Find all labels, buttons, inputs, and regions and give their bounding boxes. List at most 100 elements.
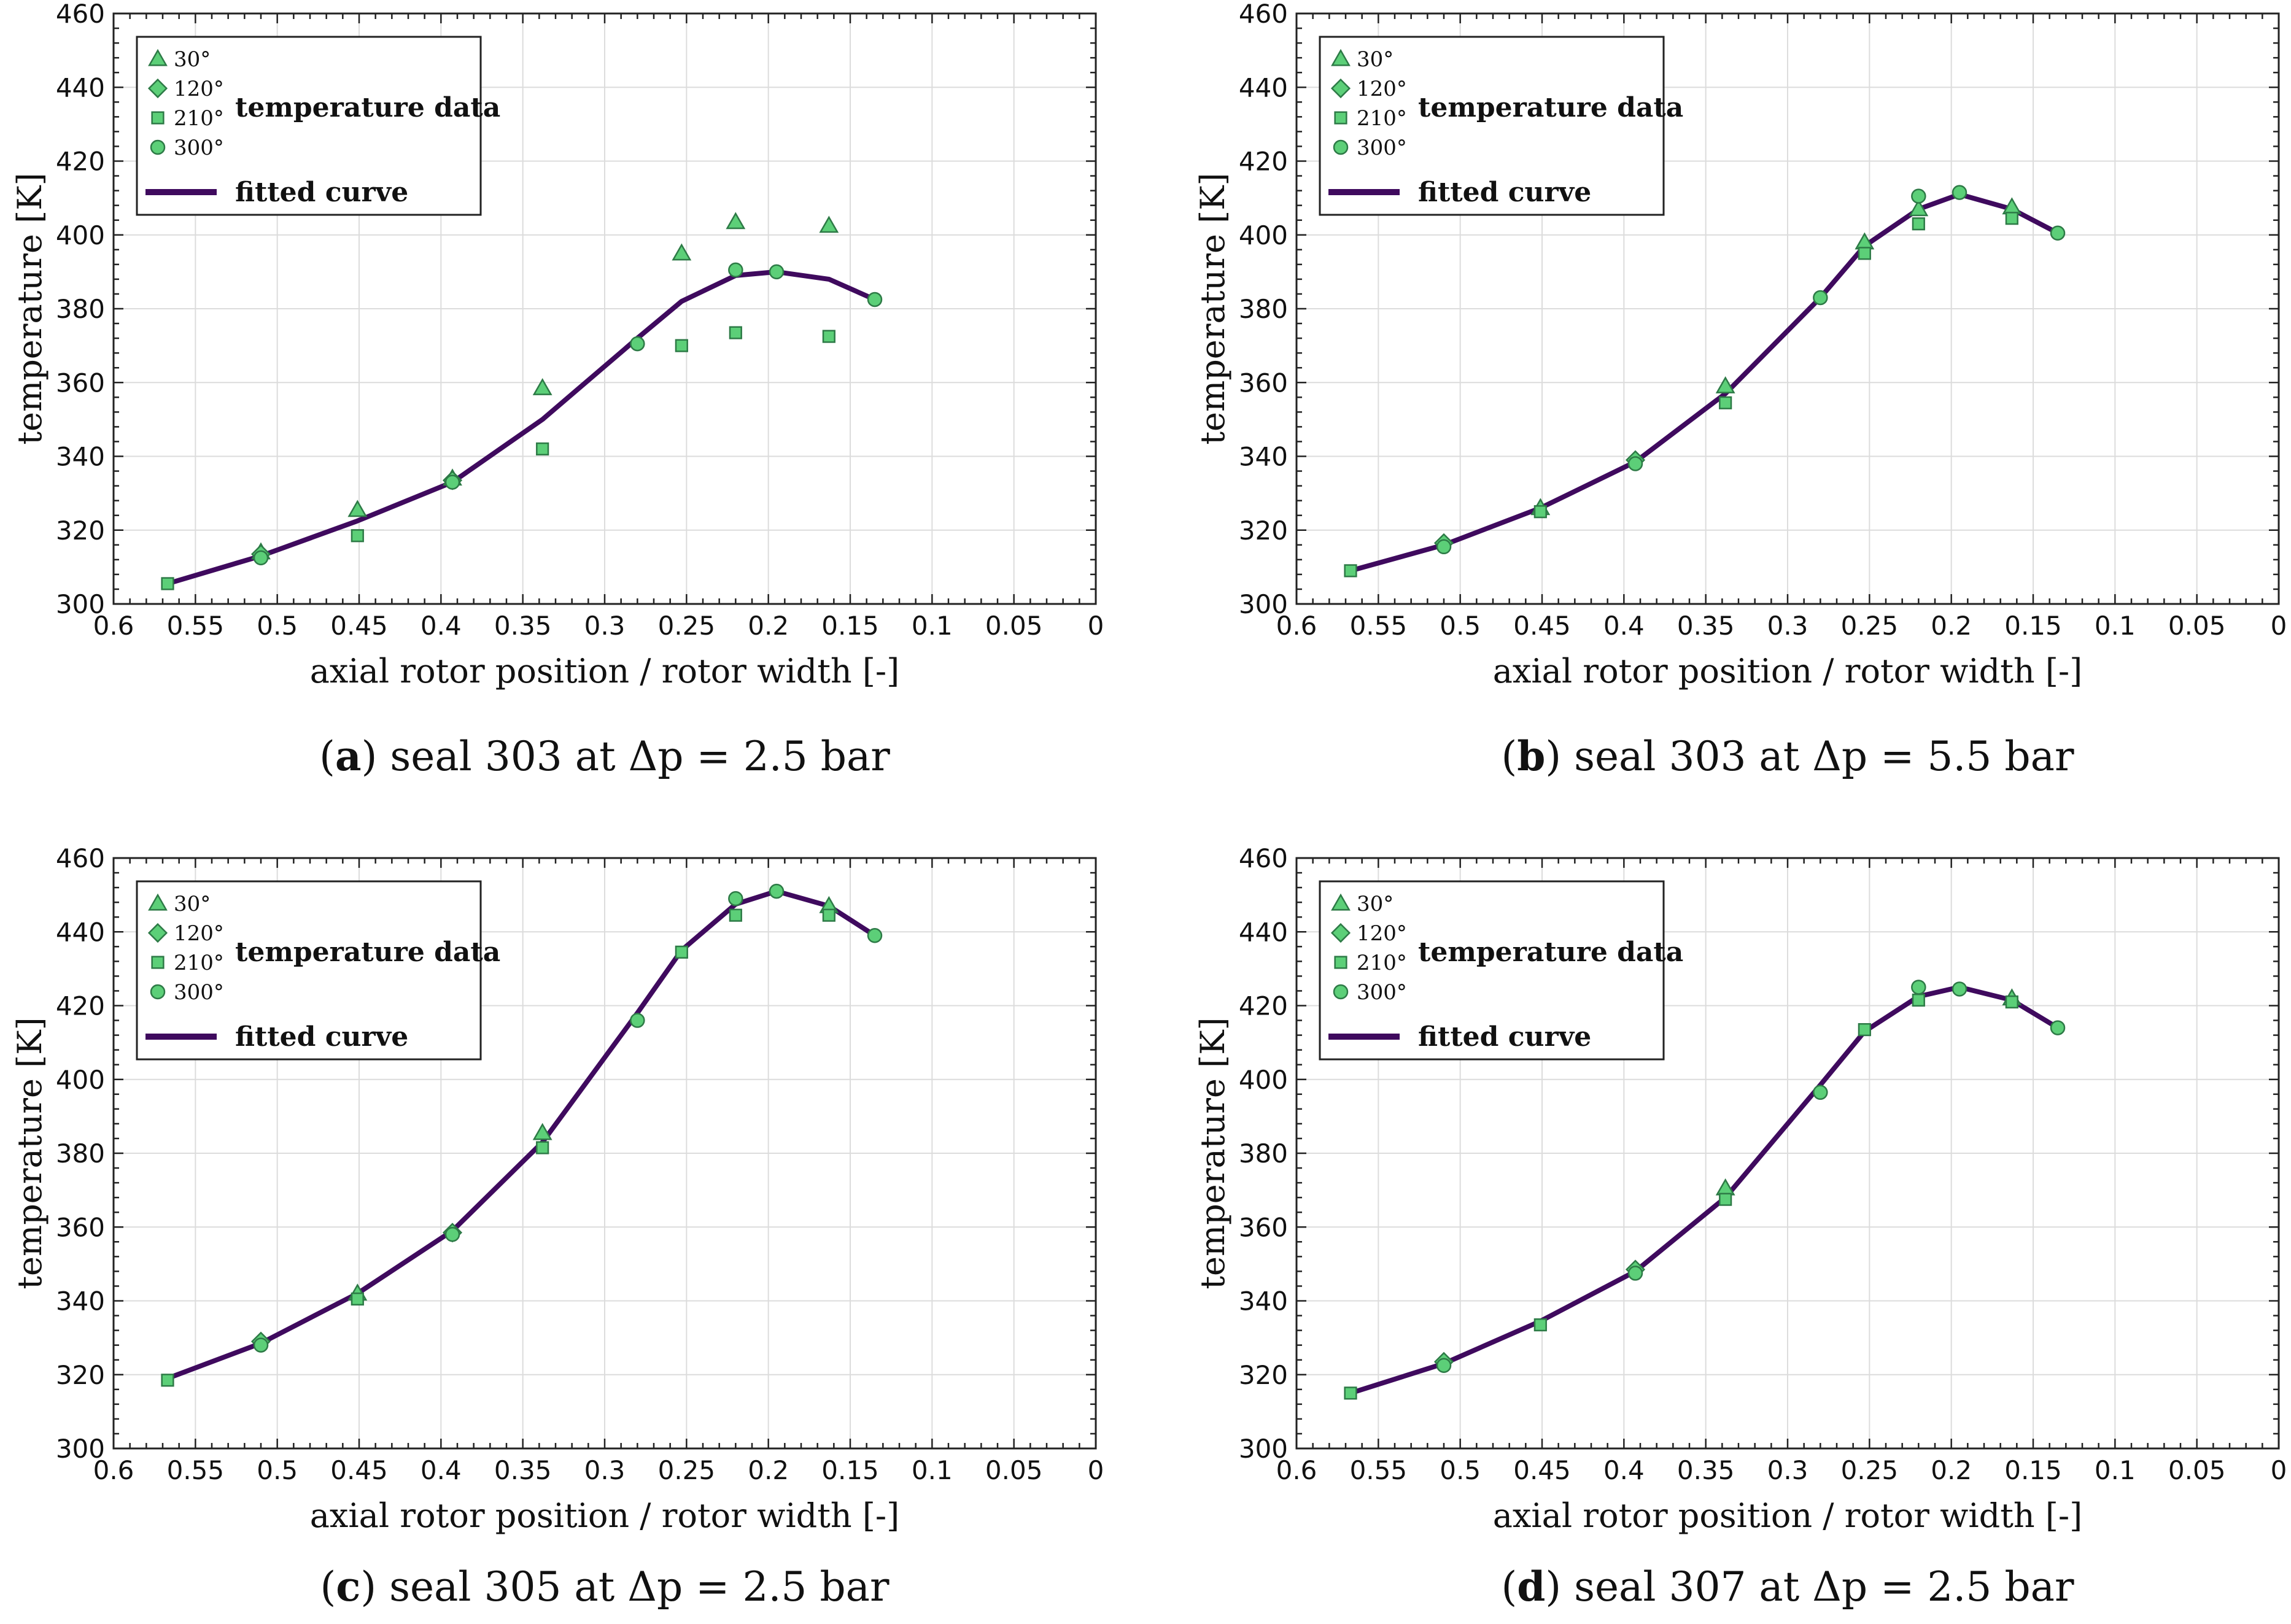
legend-entry-label: 120° (174, 77, 224, 101)
data-point-square (161, 577, 174, 590)
x-tick-label: 0.55 (167, 1455, 225, 1485)
y-tick-label: 380 (1239, 1139, 1288, 1169)
legend-marker-square (151, 956, 165, 969)
data-point-circle (1952, 185, 1967, 200)
x-tick-label: 0.1 (912, 611, 953, 641)
y-tick-label: 460 (1239, 0, 1288, 29)
x-tick-label: 0 (1088, 611, 1104, 641)
legend-marker-triangle (148, 48, 168, 66)
y-tick-label: 360 (1239, 368, 1288, 398)
x-tick-label: 0.6 (93, 611, 134, 641)
plot-frame (1295, 12, 2280, 605)
panel-caption: (d) seal 307 at Δp = 2.5 bar (1501, 1563, 2074, 1610)
y-tick-label: 360 (1239, 1212, 1288, 1242)
x-tick-label: 0.45 (1513, 611, 1571, 641)
legend-marker-circle (150, 139, 166, 155)
x-axis-label: axial rotor position / rotor width [-] (310, 652, 900, 690)
y-axis-label: temperature [K] (1193, 172, 1232, 444)
panel-caption: (c) seal 305 at Δp = 2.5 bar (320, 1563, 890, 1610)
y-tick-label: 360 (56, 368, 105, 398)
legend-entry-label: 30° (174, 47, 211, 72)
x-tick-label: 0.3 (1767, 1455, 1808, 1485)
x-tick-label: 0.6 (1276, 1455, 1317, 1485)
x-tick-label: 0.4 (421, 611, 462, 641)
y-tick-label: 340 (1239, 442, 1288, 472)
y-tick-label: 380 (56, 1139, 105, 1169)
data-point-square (1858, 247, 1871, 260)
legend-entry-label: 300° (1357, 136, 1407, 160)
data-point-square (2005, 995, 2018, 1009)
y-tick-label: 300 (1239, 589, 1288, 619)
data-point-square (822, 908, 835, 922)
x-tick-label: 0.5 (1440, 1455, 1481, 1485)
x-tick-label: 0.2 (748, 1455, 789, 1485)
caption-letter: d (1517, 1563, 1545, 1610)
y-tick-label: 300 (56, 1434, 105, 1464)
y-tick-label: 440 (56, 72, 105, 102)
x-tick-label: 0.55 (1350, 1455, 1408, 1485)
x-tick-label: 0.25 (658, 1455, 716, 1485)
x-tick-label: 0.3 (1767, 611, 1808, 641)
legend-marker-diamond (147, 922, 168, 943)
data-point-square (351, 1292, 364, 1306)
data-point-circle (1627, 1266, 1643, 1281)
data-point-circle (1911, 188, 1926, 204)
y-tick-label: 300 (56, 589, 105, 619)
y-tick-label: 320 (56, 516, 105, 546)
x-tick-label: 0.5 (257, 611, 298, 641)
data-point-square (729, 908, 742, 922)
legend-entry-label: 30° (1357, 47, 1394, 72)
x-axis-label: axial rotor position / rotor width [-] (1493, 1496, 2083, 1535)
legend-entry-label: 300° (174, 136, 224, 160)
legend-data-label: temperature data (1418, 937, 1683, 968)
legend-marker-circle (150, 984, 166, 1000)
y-tick-label: 440 (56, 917, 105, 947)
legend-data-label: temperature data (1418, 92, 1683, 123)
data-point-circle (630, 336, 645, 352)
legend-entry-label: 210° (174, 951, 224, 975)
x-tick-label: 0.45 (330, 611, 388, 641)
y-axis-label: temperature [K] (10, 1017, 49, 1289)
data-point-triangle (1909, 199, 1929, 217)
data-point-triangle (532, 1123, 552, 1140)
legend-marker-circle (1333, 984, 1349, 1000)
x-tick-label: 0.05 (2168, 611, 2226, 641)
legend-entry-label: 210° (1357, 106, 1407, 131)
legend: 30° 120° 210° 300° temperature data fitted cu… (1319, 880, 1683, 1061)
data-point-square (536, 1141, 549, 1154)
data-point-square (161, 1374, 174, 1387)
legend-marker-diamond (147, 78, 168, 99)
y-axis-label: temperature [K] (10, 172, 49, 444)
data-point-square (2005, 212, 2018, 225)
series-triangle (251, 212, 839, 560)
data-point-circle (1952, 981, 1967, 997)
x-tick-label: 0.2 (1931, 1455, 1972, 1485)
legend-entry-label: 120° (174, 921, 224, 946)
data-point-circle (867, 928, 883, 943)
x-tick-label: 0.4 (1603, 1455, 1645, 1485)
legend-curve-label: fitted curve (1418, 177, 1591, 208)
x-tick-label: 0.3 (584, 611, 626, 641)
series-triangle (1530, 197, 2022, 516)
panel-caption: (a) seal 303 at Δp = 2.5 bar (319, 732, 890, 780)
series-square (1344, 212, 2018, 578)
legend-entry-label: 300° (174, 980, 224, 1005)
x-tick-label: 0.35 (494, 611, 552, 641)
x-tick-label: 0.15 (821, 1455, 879, 1485)
x-tick-label: 0.25 (1841, 611, 1899, 641)
y-tick-label: 460 (56, 0, 105, 29)
y-tick-label: 320 (1239, 1360, 1288, 1390)
y-axis-label: temperature [K] (1193, 1017, 1232, 1289)
data-point-square (822, 330, 835, 343)
data-point-square (1533, 1318, 1547, 1332)
x-tick-label: 0.1 (2095, 1455, 2136, 1485)
legend-entry-label: 300° (1357, 980, 1407, 1005)
series-square (1344, 993, 2018, 1400)
panel-b: 0.6 0.55 0.5 0.45 0.4 0.35 0.3 0.25 0.2 0.15 0.1 0.… (1193, 0, 2287, 780)
x-tick-label: 0.15 (2004, 1455, 2062, 1485)
x-tick-label: 0.25 (658, 611, 716, 641)
x-tick-label: 0.55 (1350, 611, 1408, 641)
caption-text: seal 305 at Δp = 2.5 bar (389, 1563, 890, 1610)
data-point-circle (769, 264, 785, 280)
